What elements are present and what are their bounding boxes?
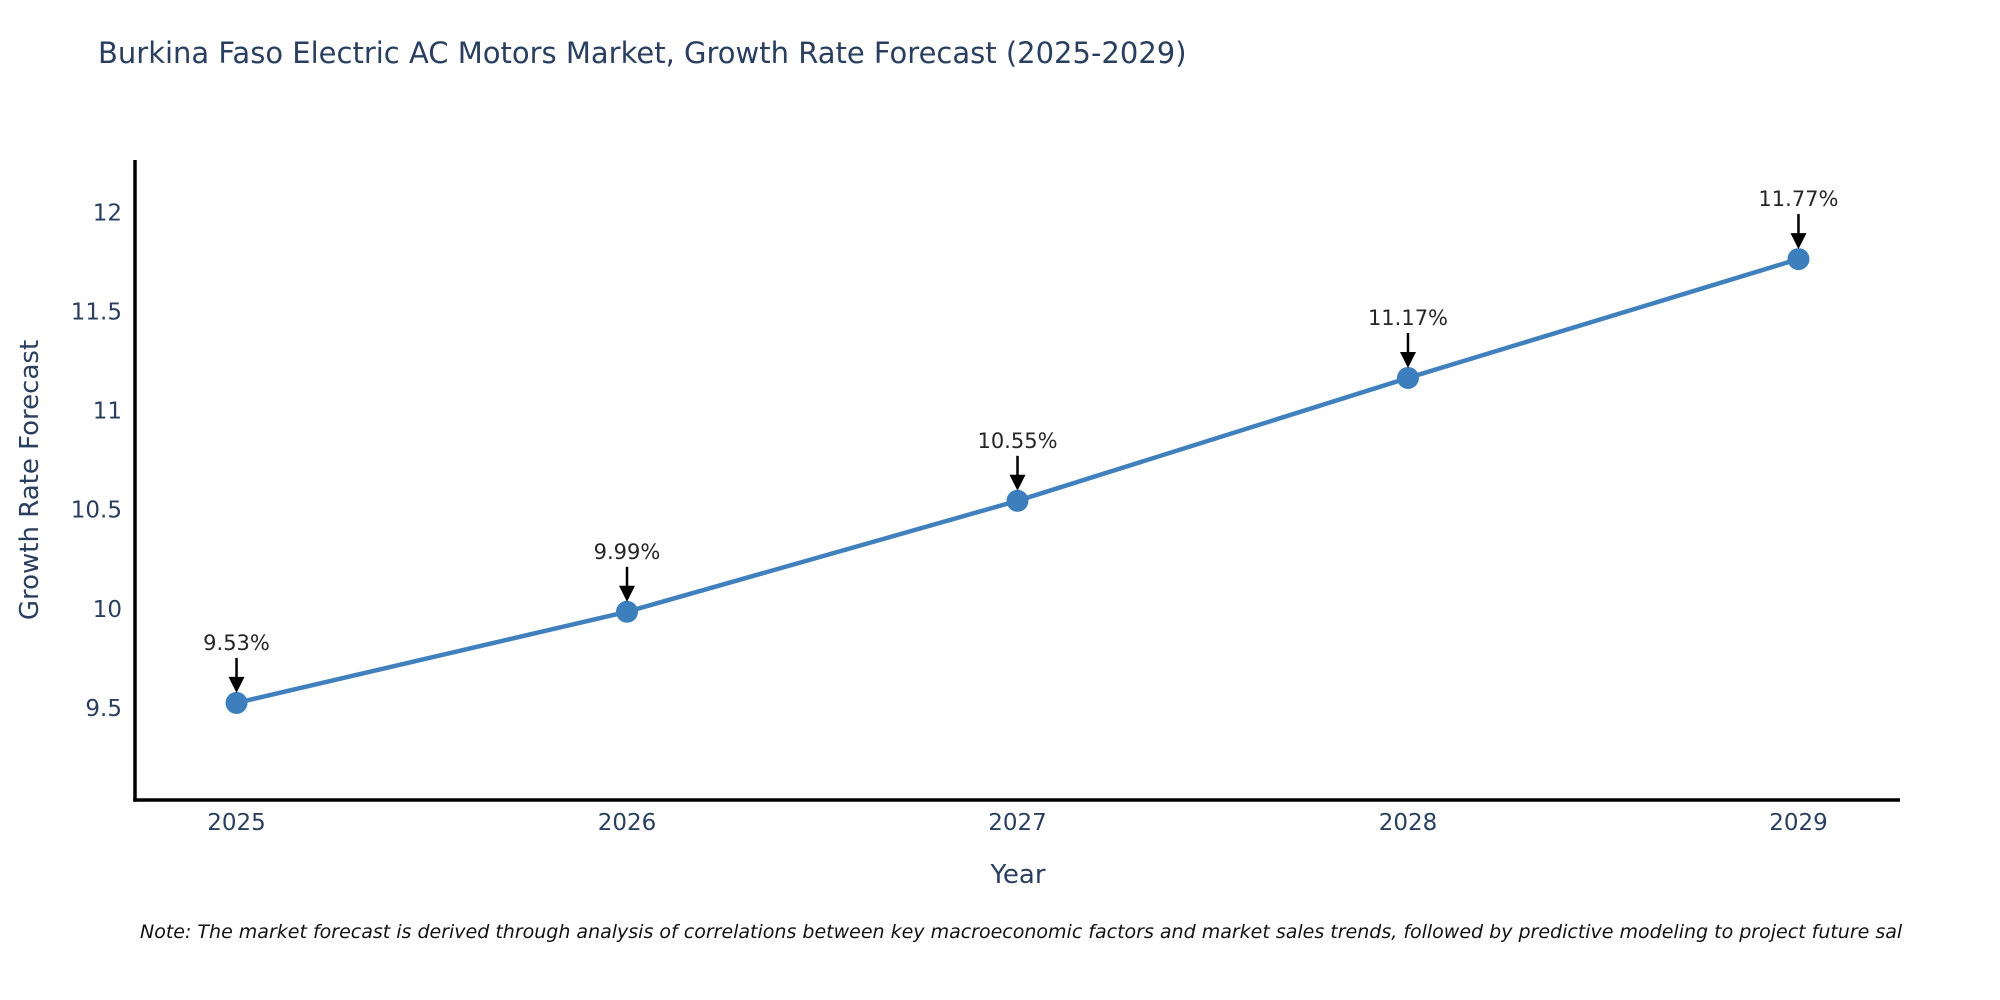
y-tick-label: 11.5 [71,300,122,326]
y-tick-label: 10.5 [71,498,122,524]
annotation-arrow-head [1009,474,1026,491]
annotation-arrow-head [1399,351,1416,368]
data-point [1396,366,1419,389]
x-tick-label: 2028 [1379,810,1438,836]
x-axis-title: Year [990,860,1046,890]
chart-title: Burkina Faso Electric AC Motors Market, … [98,36,1187,70]
annotation-arrow-head [228,676,245,693]
x-tick-label: 2027 [988,810,1047,836]
y-tick-label: 9.5 [85,696,122,722]
data-point-label: 10.55% [977,429,1057,453]
data-point [1006,489,1029,512]
data-point-label: 11.17% [1368,306,1448,330]
y-tick-label: 12 [93,200,122,226]
y-tick-label: 10 [93,597,122,623]
x-tick-label: 2029 [1769,810,1828,836]
annotation-arrow-head [1790,233,1807,250]
data-point [1787,248,1810,271]
data-point-label: 9.53% [203,631,270,655]
annotation-arrow-head [619,585,636,602]
x-tick-label: 2026 [598,810,657,836]
data-point-label: 11.77% [1758,187,1838,211]
x-tick-label: 2025 [207,810,266,836]
data-point [225,691,248,714]
data-point [616,600,639,623]
y-tick-label: 11 [93,399,122,425]
footnote: Note: The market forecast is derived thr… [140,921,1903,943]
data-point-label: 9.99% [594,540,661,564]
